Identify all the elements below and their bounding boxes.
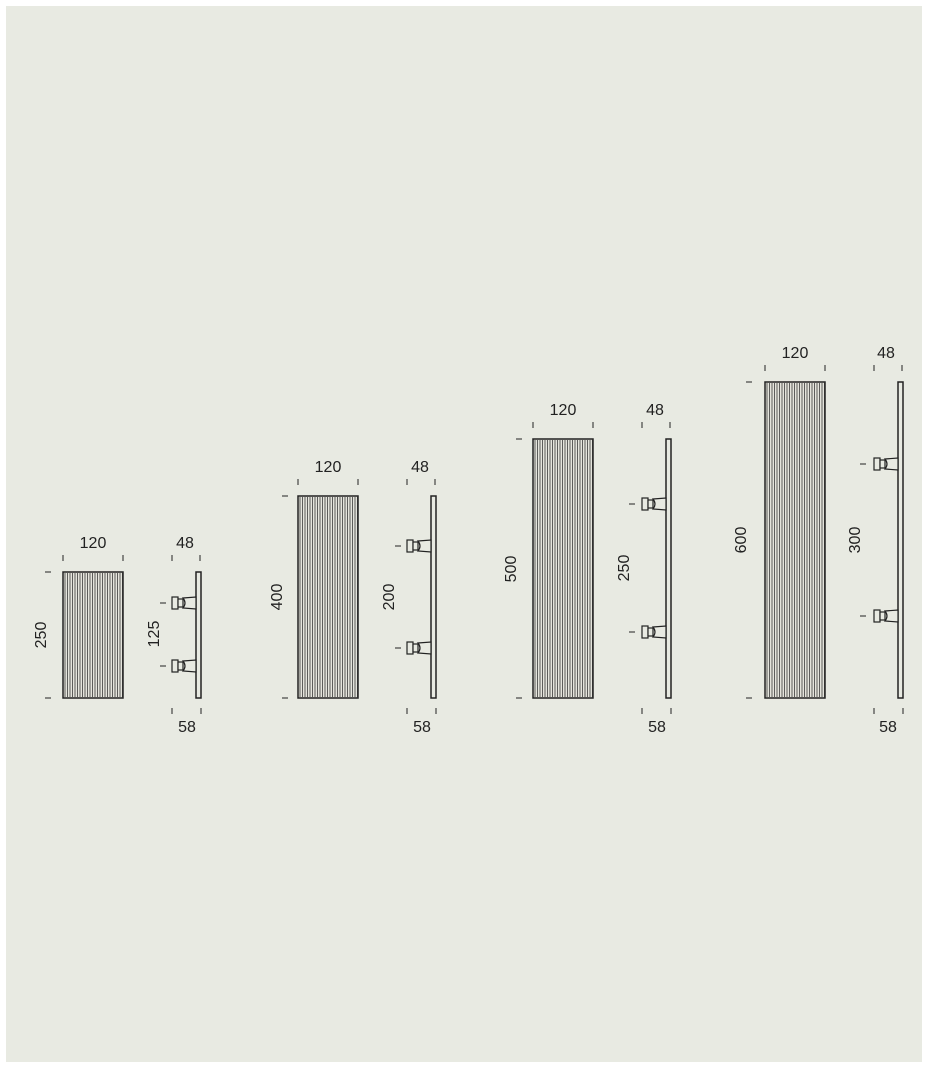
bracket-part — [651, 625, 667, 639]
side-view-250: 48 125 58 — [146, 535, 202, 736]
bracket-part — [651, 497, 667, 511]
front-view-600: 120 600 — [733, 345, 826, 699]
side-panel-600 — [897, 381, 904, 699]
bracket-part — [873, 457, 881, 471]
height-label: 500 — [503, 556, 520, 583]
bracket-part — [171, 659, 179, 673]
bracket-part — [177, 598, 184, 608]
offset-label: 58 — [879, 719, 897, 736]
wall-bracket-lower — [406, 641, 432, 655]
radiator-panel-600 — [764, 381, 826, 699]
height-label: 250 — [33, 622, 50, 649]
bracket-spacing-label: 300 — [847, 527, 864, 554]
bracket-spacing-label: 200 — [381, 584, 398, 611]
width-label: 120 — [80, 535, 107, 552]
side-view-500: 48 250 58 — [616, 402, 672, 736]
bracket-spacing-label: 125 — [146, 621, 163, 648]
height-label: 600 — [733, 527, 750, 554]
unit-250: 120 250 48 125 58 — [33, 535, 202, 736]
bracket-part — [181, 659, 197, 673]
bracket-part — [171, 596, 179, 610]
wall-bracket-upper — [171, 596, 197, 610]
bracket-part — [883, 609, 899, 623]
bracket-part — [641, 625, 649, 639]
unit-600: 120 600 48 300 58 — [733, 345, 904, 736]
panel-ribs-500 — [534, 440, 593, 697]
bracket-part — [647, 627, 654, 637]
panel-ribs-250 — [64, 573, 123, 697]
wall-bracket-lower — [171, 659, 197, 673]
bracket-part — [873, 609, 881, 623]
bracket-part — [641, 497, 649, 511]
wall-bracket-lower — [641, 625, 667, 639]
offset-label: 58 — [178, 719, 196, 736]
bracket-part — [879, 611, 886, 621]
depth-label: 48 — [877, 345, 895, 362]
unit-400: 120 400 48 200 58 — [269, 459, 437, 736]
offset-label: 58 — [413, 719, 431, 736]
unit-500: 120 500 48 250 58 — [503, 402, 672, 736]
panel-ribs-600 — [766, 383, 825, 697]
bracket-part — [406, 641, 414, 655]
height-label: 400 — [269, 584, 286, 611]
bracket-part — [181, 596, 197, 610]
depth-label: 48 — [411, 459, 429, 476]
side-panel-400 — [430, 495, 437, 699]
bracket-part — [406, 539, 414, 553]
width-label: 120 — [315, 459, 342, 476]
wall-bracket-lower — [873, 609, 899, 623]
panel-ribs-400 — [299, 497, 358, 697]
bracket-part — [416, 641, 432, 655]
bracket-part — [416, 539, 432, 553]
bracket-part — [412, 643, 419, 653]
front-view-400: 120 400 — [269, 459, 359, 699]
bracket-part — [883, 457, 899, 471]
front-view-500: 120 500 — [503, 402, 594, 699]
depth-label: 48 — [646, 402, 664, 419]
radiator-panel-250 — [62, 571, 124, 699]
width-label: 120 — [550, 402, 577, 419]
depth-label: 48 — [176, 535, 194, 552]
bracket-part — [647, 499, 654, 509]
side-panel-500 — [665, 438, 672, 699]
bracket-part — [412, 541, 419, 551]
width-label: 120 — [782, 345, 809, 362]
side-view-400: 48 200 58 — [381, 459, 437, 736]
bracket-spacing-label: 250 — [616, 555, 633, 582]
offset-label: 58 — [648, 719, 666, 736]
bracket-part — [879, 459, 886, 469]
side-view-600: 48 300 58 — [847, 345, 904, 736]
wall-bracket-upper — [873, 457, 899, 471]
radiator-panel-500 — [532, 438, 594, 699]
bracket-part — [177, 661, 184, 671]
front-view-250: 120 250 — [33, 535, 124, 699]
wall-bracket-upper — [641, 497, 667, 511]
radiator-panel-400 — [297, 495, 359, 699]
side-panel-250 — [195, 571, 202, 699]
wall-bracket-upper — [406, 539, 432, 553]
